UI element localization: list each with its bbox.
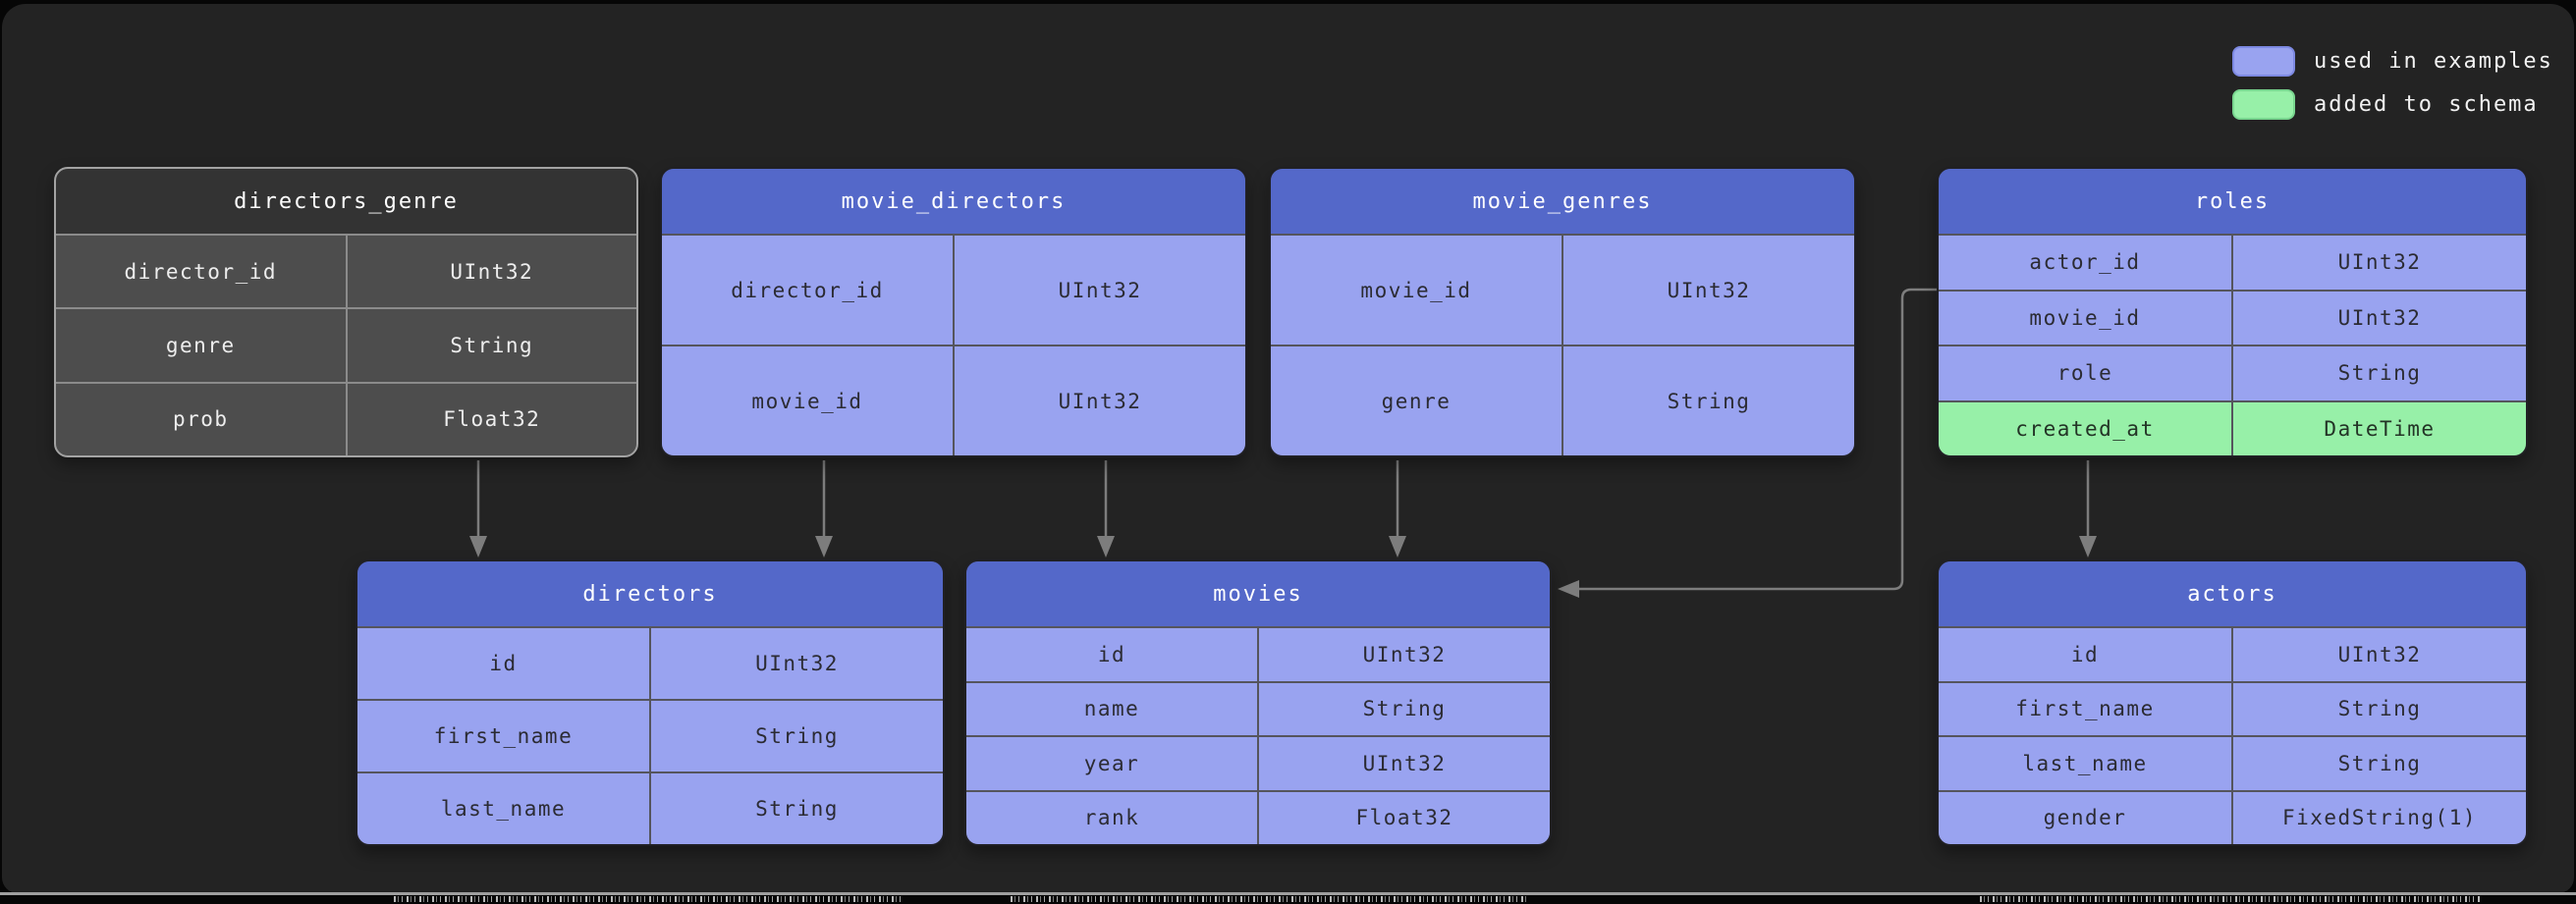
field-name-cell: id bbox=[1939, 628, 2231, 681]
bottom-noise-strip bbox=[394, 896, 904, 902]
table-row: last_name String bbox=[1939, 737, 2526, 790]
field-type-cell: UInt32 bbox=[2233, 236, 2526, 290]
field-name-cell: genre bbox=[1271, 346, 1562, 455]
field-type-cell: DateTime bbox=[2233, 401, 2526, 455]
table-movie_directors: movie_directors director_id UInt32 movie… bbox=[660, 167, 1247, 457]
legend-label: added to schema bbox=[2314, 92, 2539, 117]
field-name-cell: created_at bbox=[1939, 401, 2231, 455]
table-row: director_id UInt32 bbox=[56, 236, 636, 308]
table-row: year UInt32 bbox=[966, 737, 1550, 790]
field-name-cell: name bbox=[966, 682, 1257, 735]
field-name-cell: rank bbox=[966, 791, 1257, 844]
table-movies: movies id UInt32 name String year UInt32… bbox=[964, 559, 1552, 846]
field-name-cell: movie_id bbox=[1271, 236, 1562, 345]
table-title: actors bbox=[1939, 561, 2526, 626]
table-directors_genre: directors_genre director_id UInt32 genre… bbox=[54, 167, 638, 457]
table-row: id UInt32 bbox=[1939, 628, 2526, 681]
table-title: directors_genre bbox=[56, 169, 636, 234]
field-name-cell: role bbox=[1939, 346, 2231, 400]
field-name-cell: last_name bbox=[1939, 737, 2231, 790]
table-row: genre String bbox=[1271, 346, 1854, 455]
table-directors: directors id UInt32 first_name String la… bbox=[356, 559, 945, 846]
table-row: first_name String bbox=[1939, 682, 2526, 735]
table-row: name String bbox=[966, 682, 1550, 735]
field-type-cell: UInt32 bbox=[347, 236, 636, 308]
table-row-added-to-schema: created_at DateTime bbox=[1939, 401, 2526, 455]
legend-item-used-in-examples: used in examples bbox=[2232, 46, 2553, 77]
field-type-cell: String bbox=[1259, 682, 1550, 735]
table-row: first_name String bbox=[357, 701, 943, 771]
field-type-cell: UInt32 bbox=[651, 628, 943, 699]
field-name-cell: movie_id bbox=[1939, 291, 2231, 345]
field-type-cell: FixedString(1) bbox=[2233, 791, 2526, 844]
table-actors: actors id UInt32 first_name String last_… bbox=[1937, 559, 2528, 846]
field-name-cell: gender bbox=[1939, 791, 2231, 844]
table-row: movie_id UInt32 bbox=[662, 346, 1245, 455]
bottom-noise-strip bbox=[1011, 896, 1528, 902]
table-row: prob Float32 bbox=[56, 383, 636, 455]
table-movie_genres: movie_genres movie_id UInt32 genre Strin… bbox=[1269, 167, 1856, 457]
field-name-cell: movie_id bbox=[662, 346, 953, 455]
table-roles: roles actor_id UInt32 movie_id UInt32 ro… bbox=[1937, 167, 2528, 457]
field-type-cell: UInt32 bbox=[1259, 737, 1550, 790]
field-type-cell: UInt32 bbox=[955, 236, 1245, 345]
table-row: id UInt32 bbox=[357, 628, 943, 699]
table-row: rank Float32 bbox=[966, 791, 1550, 844]
table-row: role String bbox=[1939, 346, 2526, 400]
field-name-cell: id bbox=[357, 628, 649, 699]
field-name-cell: prob bbox=[56, 383, 346, 455]
table-row: id UInt32 bbox=[966, 628, 1550, 681]
table-row: genre String bbox=[56, 309, 636, 382]
field-name-cell: first_name bbox=[1939, 682, 2231, 735]
legend-label: used in examples bbox=[2314, 49, 2553, 74]
field-type-cell: String bbox=[1563, 346, 1854, 455]
field-name-cell: actor_id bbox=[1939, 236, 2231, 290]
field-name-cell: last_name bbox=[357, 773, 649, 844]
field-type-cell: String bbox=[2233, 682, 2526, 735]
table-title: movie_directors bbox=[662, 169, 1245, 234]
field-type-cell: Float32 bbox=[347, 383, 636, 455]
field-type-cell: String bbox=[2233, 346, 2526, 400]
field-type-cell: UInt32 bbox=[1259, 628, 1550, 681]
table-title: directors bbox=[357, 561, 943, 626]
table-title: roles bbox=[1939, 169, 2526, 234]
legend-swatch-blue bbox=[2232, 46, 2295, 77]
field-name-cell: director_id bbox=[56, 236, 346, 308]
field-type-cell: String bbox=[347, 309, 636, 382]
field-type-cell: UInt32 bbox=[2233, 291, 2526, 345]
table-row: movie_id UInt32 bbox=[1271, 236, 1854, 345]
field-name-cell: id bbox=[966, 628, 1257, 681]
field-name-cell: first_name bbox=[357, 701, 649, 771]
legend-swatch-green bbox=[2232, 89, 2295, 120]
field-type-cell: UInt32 bbox=[1563, 236, 1854, 345]
legend: used in examples added to schema bbox=[2232, 46, 2553, 120]
field-type-cell: String bbox=[651, 773, 943, 844]
table-row: director_id UInt32 bbox=[662, 236, 1245, 345]
legend-item-added-to-schema: added to schema bbox=[2232, 89, 2553, 120]
table-title: movie_genres bbox=[1271, 169, 1854, 234]
table-row: gender FixedString(1) bbox=[1939, 791, 2526, 844]
table-row: last_name String bbox=[357, 773, 943, 844]
bottom-noise-strip bbox=[1980, 896, 2481, 902]
field-name-cell: year bbox=[966, 737, 1257, 790]
field-name-cell: genre bbox=[56, 309, 346, 382]
field-type-cell: UInt32 bbox=[955, 346, 1245, 455]
field-type-cell: String bbox=[651, 701, 943, 771]
field-type-cell: UInt32 bbox=[2233, 628, 2526, 681]
table-row: actor_id UInt32 bbox=[1939, 236, 2526, 290]
field-type-cell: Float32 bbox=[1259, 791, 1550, 844]
field-name-cell: director_id bbox=[662, 236, 953, 345]
field-type-cell: String bbox=[2233, 737, 2526, 790]
table-title: movies bbox=[966, 561, 1550, 626]
bottom-divider bbox=[0, 892, 2576, 895]
table-row: movie_id UInt32 bbox=[1939, 291, 2526, 345]
